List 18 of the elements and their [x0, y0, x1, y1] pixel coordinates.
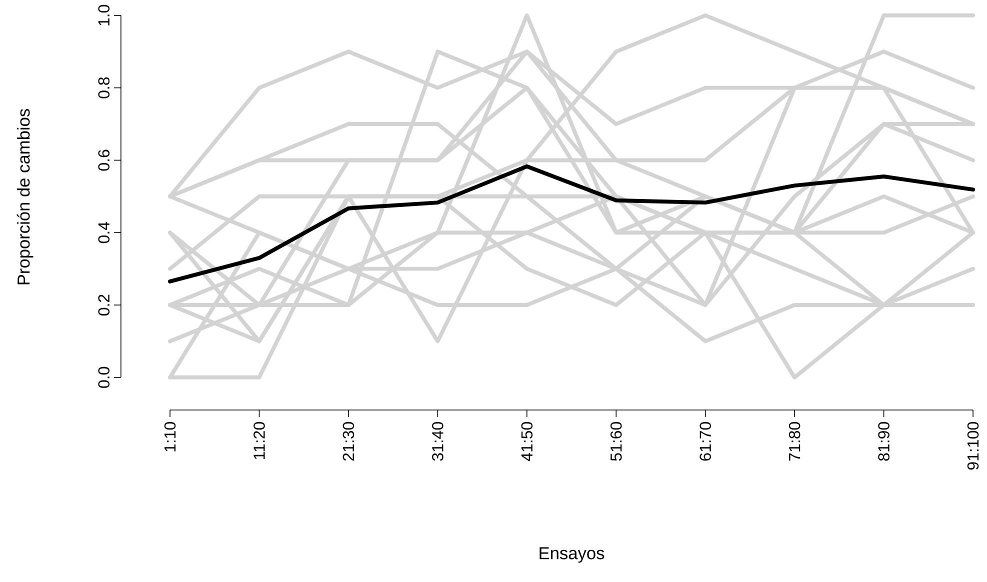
x-axis-title: Ensayos [540, 547, 604, 563]
x-tick-label: 71:80 [788, 422, 800, 461]
x-tick-label: 91:100 [967, 422, 979, 470]
y-tick-label: 0.2 [98, 294, 110, 316]
y-tick-label: 0.0 [98, 366, 110, 388]
y-tick-label: 0.6 [98, 150, 110, 171]
y-tick-label: 0.4 [98, 222, 110, 244]
y-tick-label: 0.8 [98, 77, 110, 98]
y-axis-title: Proporción de cambios [16, 109, 34, 284]
x-tick-label: 51:60 [610, 422, 622, 461]
x-tick-label: 1:10 [164, 422, 176, 452]
x-tick-label: 61:70 [700, 422, 712, 461]
x-tick-label: 81:90 [878, 422, 890, 461]
x-tick-label: 41:50 [521, 422, 533, 462]
x-tick-label: 21:30 [342, 422, 354, 461]
x-tick-label: 11:20 [254, 422, 265, 460]
x-tick-label: 31:40 [432, 422, 444, 461]
y-tick-label: 1.0 [98, 4, 110, 26]
